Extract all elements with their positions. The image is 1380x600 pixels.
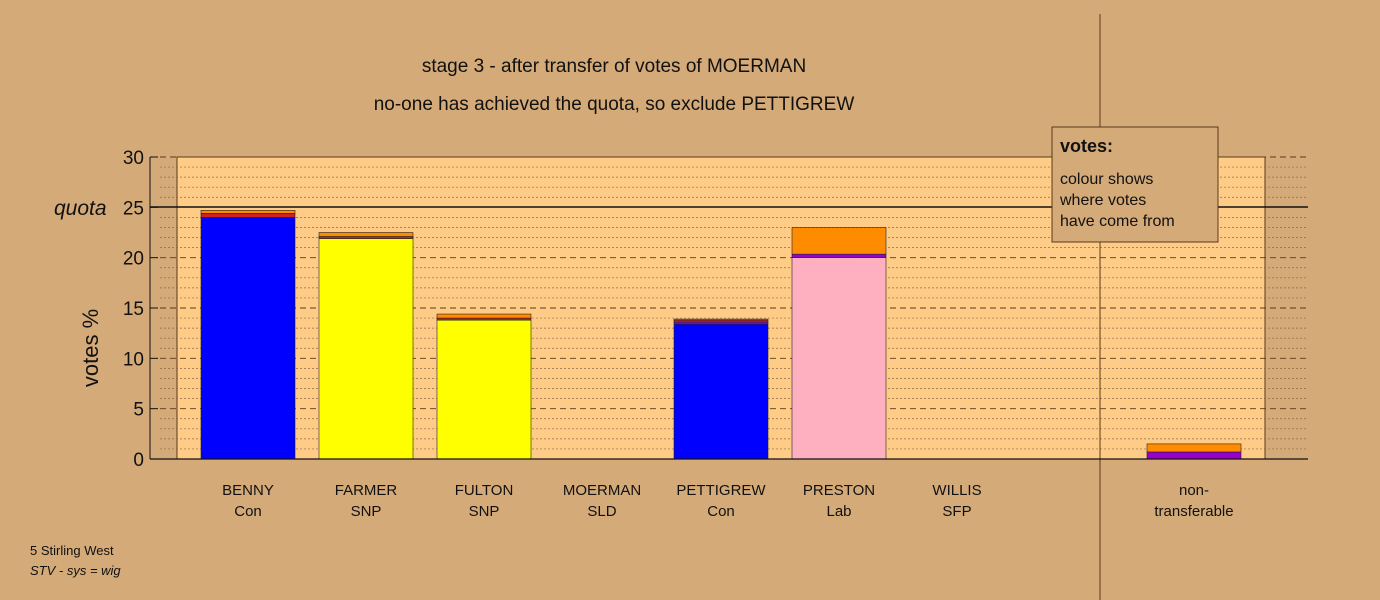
legend-heading: votes: (1060, 136, 1113, 156)
bar-segment (200, 210, 296, 214)
bar-segment (436, 313, 532, 319)
candidate-party-label: SLD (587, 503, 616, 520)
bar-segment (791, 257, 887, 460)
bar-segment (436, 317, 532, 321)
candidate-name-label: PRESTON (803, 482, 875, 499)
footer-system: STV - sys = wig (30, 563, 121, 578)
bar-segment (673, 323, 769, 460)
candidate-name-label: PETTIGREW (676, 482, 766, 499)
y-tick-label: 0 (133, 450, 144, 471)
bar-segment (318, 236, 414, 239)
candidate-party-label: SFP (942, 503, 971, 520)
y-tick-label: 5 (133, 400, 144, 421)
candidate-party-label: Con (234, 503, 262, 520)
candidate-party-label: transferable (1154, 503, 1233, 520)
candidate-name-label: FULTON (455, 482, 514, 499)
bar-segment (318, 232, 414, 237)
bar-segment (673, 321, 769, 325)
legend: votes: colour shows where votes have com… (1051, 126, 1219, 243)
legend-line-2: where votes (1059, 192, 1146, 209)
bar-segment (673, 318, 769, 321)
candidate-name-label: WILLIS (932, 482, 981, 499)
x-labels: BENNY Con FARMER SNP FULTON SNP MOERMAN SLD PETT… (222, 482, 1233, 520)
y-ticks: 0 5 10 15 20 25 30 (123, 148, 158, 471)
legend-box (1051, 126, 1219, 243)
bar-segment (200, 217, 296, 460)
candidate-party-label: SNP (469, 503, 500, 520)
candidate-name-label: non- (1179, 482, 1209, 499)
bar-segment (1146, 451, 1242, 460)
legend-line-1: colour shows (1060, 171, 1153, 188)
candidate-name-label: MOERMAN (563, 482, 641, 499)
bar-segment (673, 319, 769, 323)
y-tick-label: 20 (123, 249, 144, 270)
bar-segment (436, 319, 532, 460)
candidate-party-label: SNP (351, 503, 382, 520)
candidate-name-label: BENNY (222, 482, 274, 499)
bar-segment (791, 227, 887, 255)
y-axis-label: votes % (78, 309, 103, 387)
candidate-party-label: Con (707, 503, 735, 520)
chart-subtitle: no-one has achieved the quota, so exclud… (374, 94, 855, 115)
bar-segment (318, 238, 414, 460)
bar-segment (200, 213, 296, 218)
legend-line-3: have come from (1060, 213, 1175, 230)
y-tick-label: 15 (123, 299, 144, 320)
y-tick-label: 30 (123, 148, 144, 169)
candidate-name-label: FARMER (335, 482, 398, 499)
bar-segment (1146, 443, 1242, 453)
bars (200, 210, 1242, 460)
candidate-party-label: Lab (826, 503, 851, 520)
y-tick-label: 25 (123, 198, 144, 219)
bar-segment (791, 253, 887, 258)
chart-title: stage 3 - after transfer of votes of MOE… (422, 56, 806, 77)
footer-constituency: 5 Stirling West (30, 543, 114, 558)
quota-label: quota (54, 197, 107, 220)
y-tick-label: 10 (123, 349, 144, 370)
